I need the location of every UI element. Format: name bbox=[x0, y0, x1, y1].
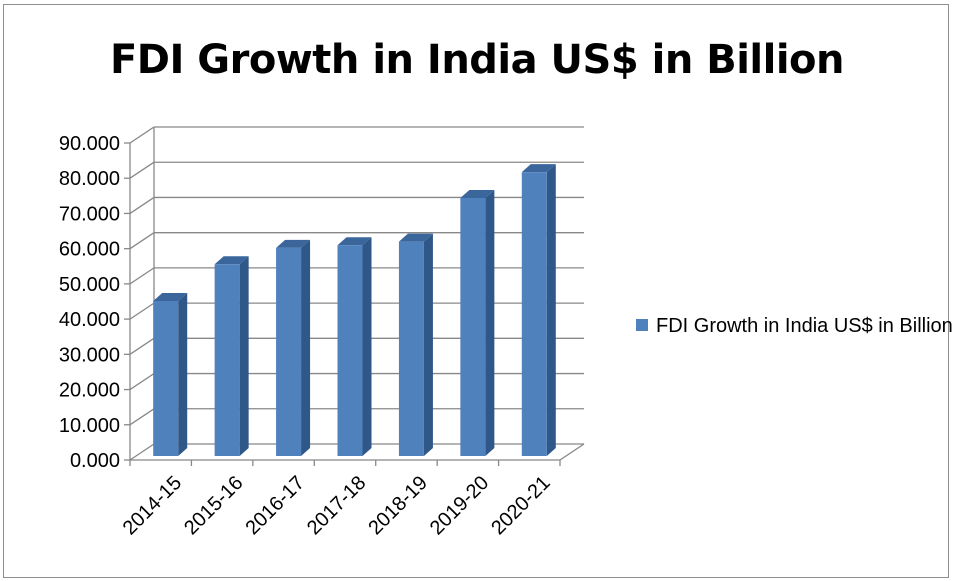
bar-top bbox=[460, 189, 495, 198]
bar-top bbox=[398, 233, 433, 242]
y-tick-label: 60.000 bbox=[59, 239, 120, 261]
gridline-depth bbox=[129, 302, 155, 320]
bar-side bbox=[546, 164, 556, 456]
x-tick-label: 2015-16 bbox=[180, 472, 247, 539]
y-tick-label: 40.000 bbox=[59, 309, 120, 331]
y-tick-label: 10.000 bbox=[59, 415, 120, 437]
legend-label: FDI Growth in India US$ in Billion bbox=[656, 315, 953, 337]
gridline-depth bbox=[129, 267, 155, 285]
gridline-depth bbox=[129, 126, 155, 144]
bar-side bbox=[301, 239, 311, 456]
bar bbox=[521, 172, 547, 456]
bar-top bbox=[521, 164, 556, 173]
chart-title: FDI Growth in India US$ in Billion bbox=[109, 37, 845, 83]
bar bbox=[337, 245, 363, 456]
gridline-depth bbox=[129, 337, 155, 355]
legend-swatch bbox=[636, 319, 648, 331]
x-tick-label: 2018-19 bbox=[364, 472, 431, 539]
bar bbox=[153, 300, 179, 456]
legend: FDI Growth in India US$ in Billion bbox=[636, 312, 956, 340]
gridline-depth bbox=[129, 232, 155, 250]
y-tick-label: 30.000 bbox=[59, 344, 120, 366]
bar bbox=[276, 247, 302, 456]
bar-top bbox=[337, 237, 372, 246]
floor-right-edge bbox=[559, 443, 585, 461]
bar-top bbox=[214, 256, 249, 265]
bar-side bbox=[178, 292, 188, 456]
y-tick-label: 80.000 bbox=[59, 168, 120, 190]
bar bbox=[214, 264, 240, 456]
x-tick-label: 2020-21 bbox=[487, 472, 554, 539]
chart-area: FDI Growth in India US$ in Billion bbox=[3, 4, 949, 578]
bar-top bbox=[276, 239, 311, 248]
y-tick-label: 50.000 bbox=[59, 274, 120, 296]
bar bbox=[398, 241, 424, 456]
bar-side bbox=[239, 256, 249, 456]
bar-side bbox=[485, 189, 495, 457]
gridline-depth bbox=[129, 196, 155, 214]
x-tick-label: 2019-20 bbox=[426, 472, 493, 539]
y-tick-label: 70.000 bbox=[59, 203, 120, 225]
bar-top bbox=[153, 292, 188, 301]
x-tick-label: 2014-15 bbox=[119, 472, 186, 539]
bar bbox=[460, 197, 486, 457]
x-tick-label: 2017-18 bbox=[303, 472, 370, 539]
y-tick-label: 20.000 bbox=[59, 380, 120, 402]
gridline-depth bbox=[129, 373, 155, 391]
bar-side bbox=[423, 233, 433, 456]
x-tick-label: 2016-17 bbox=[242, 472, 309, 539]
gridline-depth bbox=[129, 443, 155, 461]
bar-side bbox=[362, 237, 372, 456]
y-tick-label: 90.000 bbox=[59, 133, 120, 155]
gridline-depth bbox=[129, 408, 155, 426]
gridline-depth bbox=[129, 161, 155, 179]
y-tick-label: 0.000 bbox=[70, 450, 120, 472]
